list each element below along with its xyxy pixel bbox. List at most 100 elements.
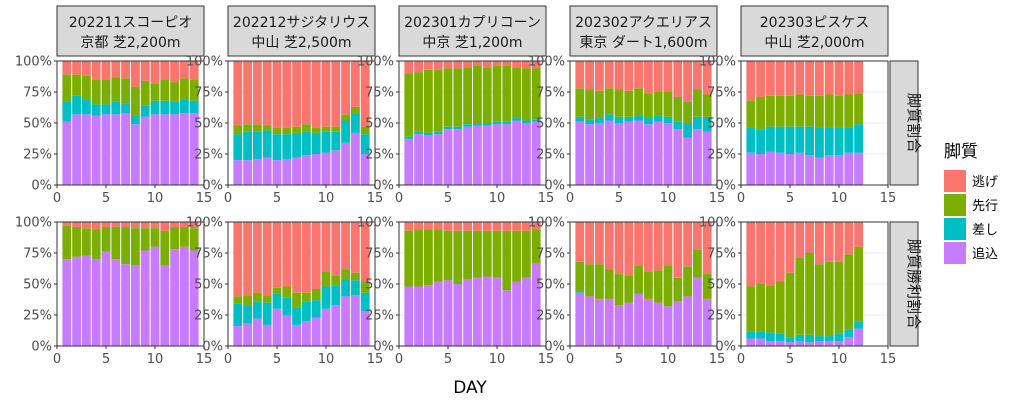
bar-segment-逃げ-day10 bbox=[492, 222, 502, 231]
y-tick-label: 100% bbox=[528, 216, 565, 231]
bar-segment-追込-day1 bbox=[746, 338, 756, 346]
y-tick-label: 50% bbox=[365, 117, 394, 132]
bar-segment-逃げ-day11 bbox=[160, 222, 170, 231]
bar-segment-逃げ-day12 bbox=[854, 222, 864, 247]
bar-segment-逃げ-day6 bbox=[453, 61, 463, 69]
y-tick-label: 0% bbox=[31, 179, 52, 194]
bar-segment-差し-day1 bbox=[233, 303, 243, 327]
bar-segment-先行-day12 bbox=[341, 269, 351, 280]
bar-segment-逃げ-day9 bbox=[311, 61, 321, 128]
bar-segment-先行-day2 bbox=[585, 89, 595, 120]
bar-segment-追込-day6 bbox=[282, 158, 292, 185]
bar-segment-先行-day11 bbox=[673, 277, 683, 302]
bar-segment-先行-day5 bbox=[614, 274, 624, 306]
bar-segment-先行-day1 bbox=[233, 296, 243, 304]
bar-segment-追込-day6 bbox=[282, 315, 292, 346]
bar-segment-追込-day6 bbox=[111, 114, 121, 185]
y-tick-label: 75% bbox=[536, 86, 565, 101]
bar-segment-逃げ-day6 bbox=[795, 222, 805, 258]
bar-segment-先行-day14 bbox=[189, 79, 199, 101]
bar-segment-追込-day13 bbox=[521, 277, 531, 346]
bar-segment-差し-day12 bbox=[854, 124, 864, 153]
bar-segment-追込-day9 bbox=[482, 276, 492, 346]
y-tick-label: 25% bbox=[707, 148, 736, 163]
bar-segment-追込-day7 bbox=[634, 120, 644, 185]
x-axis-r0-c3: 0 5 10 15 bbox=[566, 185, 725, 206]
y-tick-label: 100% bbox=[15, 55, 52, 70]
y-tick-label: 25% bbox=[536, 148, 565, 163]
bar-segment-追込-day4 bbox=[604, 298, 614, 346]
bar-segment-追込-day2 bbox=[72, 256, 82, 346]
bar-segment-逃げ-day6 bbox=[111, 222, 121, 227]
bar-segment-先行-day3 bbox=[423, 229, 433, 286]
y-tick-label: 25% bbox=[23, 309, 52, 324]
bar-segment-差し-day10 bbox=[834, 333, 844, 342]
bar-segment-追込-day1 bbox=[233, 326, 243, 346]
y-tick-label: 75% bbox=[194, 247, 223, 262]
legend-label: 逃げ bbox=[972, 175, 998, 190]
bar-segment-逃げ-day7 bbox=[292, 61, 302, 127]
bar-segment-差し-day12 bbox=[170, 101, 180, 115]
bar-segment-先行-day1 bbox=[404, 230, 414, 287]
bar-segment-逃げ-day11 bbox=[673, 61, 683, 97]
y-tick-label: 75% bbox=[23, 247, 52, 262]
bar-segment-差し-day5 bbox=[272, 134, 282, 161]
bar-segment-追込-day4 bbox=[604, 120, 614, 185]
bar-segment-先行-day7 bbox=[121, 226, 131, 265]
bar-segment-差し-day6 bbox=[282, 297, 292, 315]
bar-segment-逃げ-day7 bbox=[121, 61, 131, 79]
bar-segment-差し-day11 bbox=[673, 121, 683, 130]
x-tick-label: 5 bbox=[444, 191, 452, 206]
bar-segment-逃げ-day10 bbox=[492, 61, 502, 66]
bar-segment-先行-day9 bbox=[311, 127, 321, 133]
bar-segment-差し-day5 bbox=[443, 126, 453, 130]
bar-segment-先行-day9 bbox=[653, 270, 663, 303]
bar-segment-逃げ-day5 bbox=[272, 222, 282, 288]
bar-segment-追込-day4 bbox=[775, 152, 785, 185]
bar-segment-差し-day10 bbox=[663, 116, 673, 123]
bar-segment-追込-day2 bbox=[243, 160, 253, 185]
bars-r0-c4 bbox=[746, 61, 864, 185]
bar-segment-先行-day10 bbox=[150, 83, 160, 101]
bar-segment-先行-day9 bbox=[824, 261, 834, 337]
bar-segment-追込-day3 bbox=[765, 151, 775, 185]
strip-background bbox=[398, 5, 547, 57]
bar-segment-先行-day8 bbox=[130, 87, 140, 116]
bar-segment-差し-day9 bbox=[824, 127, 834, 156]
bar-segment-追込-day12 bbox=[683, 137, 693, 185]
bar-segment-逃げ-day1 bbox=[404, 222, 414, 231]
bar-segment-逃げ-day1 bbox=[404, 61, 414, 74]
bar-segment-追込-day1 bbox=[404, 139, 414, 185]
bar-segment-追込-day6 bbox=[111, 259, 121, 346]
bar-segment-先行-day12 bbox=[512, 67, 522, 119]
bar-segment-追込-day7 bbox=[463, 279, 473, 346]
bar-segment-逃げ-day7 bbox=[634, 222, 644, 266]
bar-segment-追込-day8 bbox=[472, 277, 482, 346]
bar-segment-差し-day8 bbox=[814, 336, 824, 342]
y-tick-label: 75% bbox=[365, 247, 394, 262]
bar-segment-逃げ-day2 bbox=[414, 222, 424, 230]
bar-segment-追込-day6 bbox=[795, 341, 805, 346]
y-tick-label: 100% bbox=[15, 216, 52, 231]
bar-segment-差し-day3 bbox=[765, 332, 775, 342]
bar-segment-追込-day14 bbox=[702, 298, 712, 346]
bar-segment-逃げ-day4 bbox=[262, 222, 272, 296]
x-axis-r1-c2: 0 5 10 15 bbox=[395, 346, 554, 367]
y-tick-label: 0% bbox=[373, 340, 394, 355]
bar-segment-先行-day7 bbox=[463, 230, 473, 280]
bar-segment-追込-day9 bbox=[824, 341, 834, 346]
bars-r1-c0 bbox=[62, 222, 199, 346]
bar-segment-逃げ-day14 bbox=[360, 61, 370, 127]
bar-segment-差し-day10 bbox=[321, 131, 331, 153]
y-tick-label: 50% bbox=[23, 278, 52, 293]
bar-segment-差し-day3 bbox=[423, 132, 433, 136]
bar-segment-追込-day6 bbox=[795, 152, 805, 185]
legend-label: 差し bbox=[972, 223, 998, 238]
bar-segment-追込-day8 bbox=[130, 265, 140, 346]
bar-segment-逃げ-day14 bbox=[702, 61, 712, 95]
bar-segment-差し-day8 bbox=[643, 118, 653, 125]
